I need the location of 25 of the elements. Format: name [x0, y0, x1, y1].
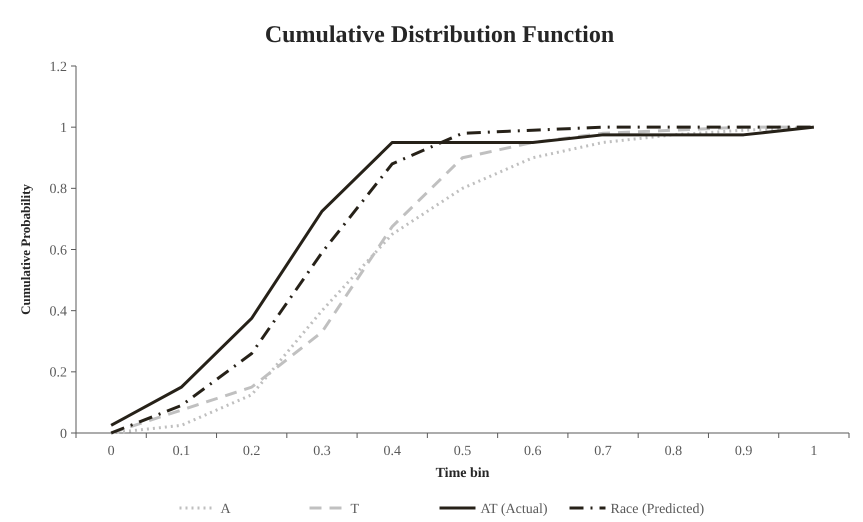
y-tick-label: 0.4 [50, 304, 67, 320]
x-axis-title: Time bin [436, 466, 490, 481]
x-tick-label: 0.1 [172, 444, 190, 459]
x-tick-label: 0.6 [524, 444, 542, 459]
y-tick-label: 0.6 [50, 243, 67, 258]
x-tick-label: 0.5 [454, 444, 472, 459]
x-tick-label: 0.8 [664, 444, 682, 459]
x-tick-label: 0.9 [734, 444, 752, 459]
y-tick-label: 0.8 [50, 182, 67, 198]
x-tick-label: 0.3 [313, 444, 331, 459]
x-tick-label: 0.7 [594, 444, 612, 459]
x-tick-label: 0 [108, 444, 115, 459]
y-tick-label: 1 [60, 121, 67, 136]
x-tick-label: 0.4 [383, 444, 401, 459]
x-tick-label: 1 [810, 444, 818, 459]
legend-label: Race (Predicted) [610, 502, 705, 517]
x-tick-label: 0.2 [242, 444, 260, 459]
y-tick-label: 0.2 [50, 366, 67, 381]
y-tick-label: 0 [60, 426, 67, 442]
y-axis-title: Cumulative Probability [18, 184, 33, 315]
y-tick-label: 1.2 [50, 60, 67, 75]
chart-title: Cumulative Distribution Function [264, 22, 614, 48]
legend-label: AT (Actual) [480, 502, 548, 517]
legend-label: A [220, 502, 232, 517]
legend-label: T [350, 502, 360, 517]
